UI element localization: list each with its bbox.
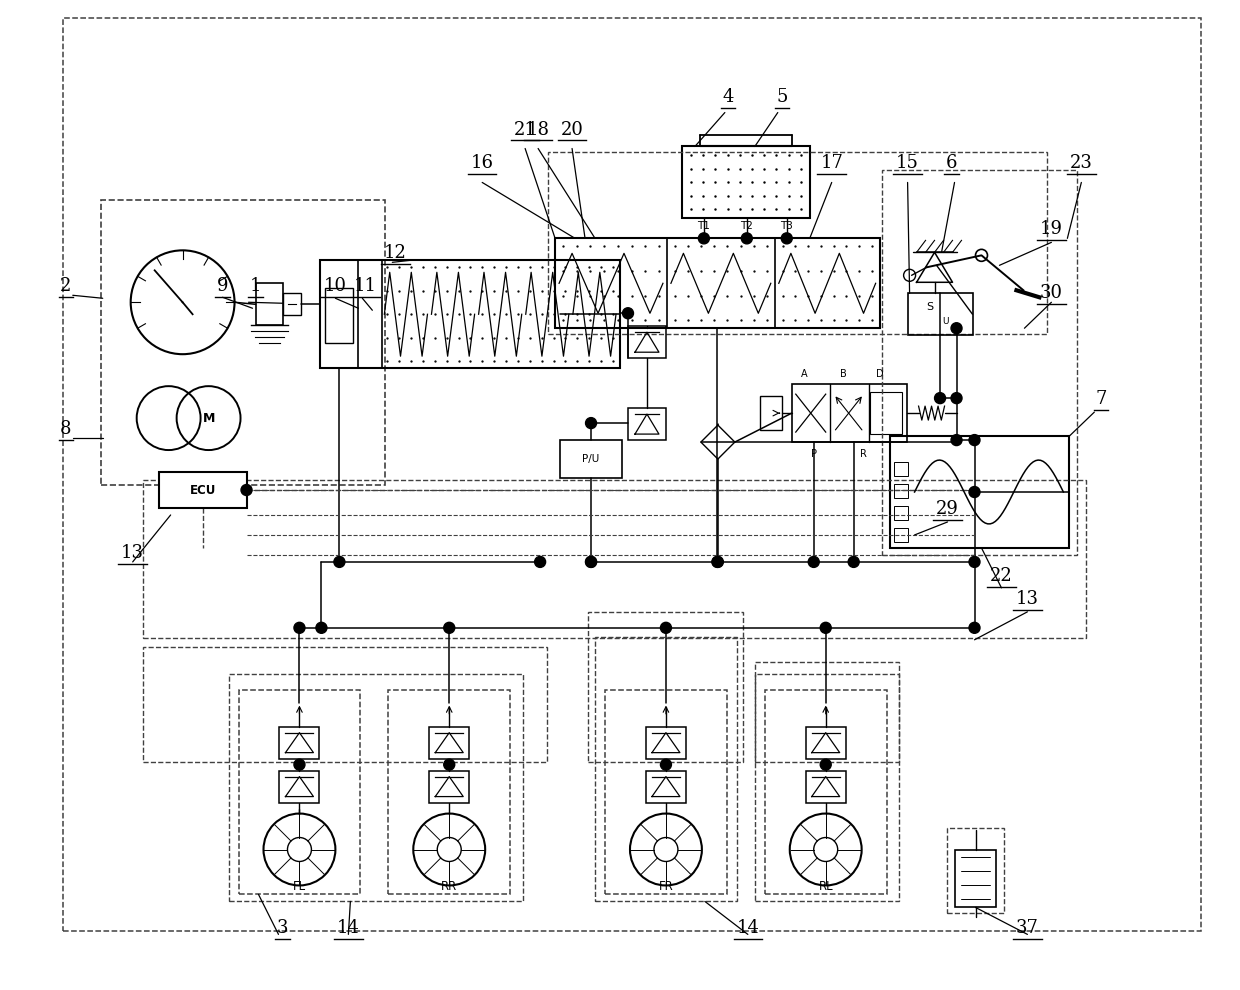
Text: 29: 29 (936, 500, 959, 518)
Text: T3: T3 (780, 222, 794, 232)
Circle shape (968, 556, 980, 567)
Circle shape (820, 623, 831, 634)
Text: 23: 23 (1070, 154, 1092, 172)
Text: RL: RL (818, 880, 833, 893)
Text: 12: 12 (384, 245, 407, 262)
Text: S: S (926, 302, 934, 312)
Circle shape (698, 233, 709, 244)
Circle shape (622, 308, 634, 319)
Polygon shape (159, 472, 247, 508)
Text: 4: 4 (722, 87, 734, 106)
Text: FR: FR (658, 880, 673, 893)
Circle shape (968, 486, 980, 498)
Text: 16: 16 (471, 154, 494, 172)
Circle shape (585, 418, 596, 429)
Text: U: U (942, 317, 949, 326)
Text: 5: 5 (776, 87, 787, 106)
Text: T1: T1 (697, 222, 711, 232)
Circle shape (585, 556, 596, 567)
Text: 14: 14 (337, 920, 360, 938)
Circle shape (316, 623, 327, 634)
Circle shape (534, 556, 546, 567)
Text: 2: 2 (60, 277, 72, 295)
Circle shape (661, 623, 671, 634)
Circle shape (742, 233, 753, 244)
Text: 10: 10 (324, 277, 347, 295)
Circle shape (585, 556, 596, 567)
Text: P: P (811, 449, 817, 459)
Text: 7: 7 (1096, 390, 1107, 408)
Circle shape (712, 556, 723, 567)
Text: 9: 9 (217, 277, 228, 295)
Text: 14: 14 (737, 920, 759, 938)
Text: 30: 30 (1040, 284, 1063, 302)
Circle shape (935, 393, 946, 404)
Text: 22: 22 (990, 567, 1013, 585)
Circle shape (334, 556, 345, 567)
Circle shape (951, 435, 962, 446)
Text: 11: 11 (353, 277, 377, 295)
Text: FL: FL (293, 880, 306, 893)
Circle shape (712, 556, 723, 567)
Circle shape (968, 435, 980, 446)
Text: P/U: P/U (583, 454, 600, 464)
Text: R: R (861, 449, 867, 459)
Text: 18: 18 (527, 121, 549, 139)
Text: RR: RR (441, 880, 458, 893)
Text: 13: 13 (1016, 590, 1039, 608)
Circle shape (968, 623, 980, 634)
Text: 20: 20 (560, 121, 584, 139)
Circle shape (951, 323, 962, 334)
Circle shape (808, 556, 820, 567)
Text: 17: 17 (821, 154, 843, 172)
Text: ECU: ECU (190, 483, 216, 497)
Circle shape (661, 759, 671, 770)
Circle shape (241, 484, 252, 496)
Text: 19: 19 (1040, 221, 1063, 239)
Text: 13: 13 (122, 544, 144, 562)
Text: B: B (841, 369, 847, 379)
Circle shape (951, 393, 962, 404)
Text: 21: 21 (513, 121, 537, 139)
Text: 8: 8 (60, 420, 72, 439)
Text: 1: 1 (249, 277, 262, 295)
Text: T2: T2 (740, 222, 753, 232)
Circle shape (294, 623, 305, 634)
Circle shape (294, 759, 305, 770)
Text: 37: 37 (1016, 920, 1039, 938)
Circle shape (444, 623, 455, 634)
Text: 15: 15 (897, 154, 919, 172)
Circle shape (444, 759, 455, 770)
Text: 6: 6 (946, 154, 957, 172)
Text: D: D (875, 369, 883, 379)
Circle shape (848, 556, 859, 567)
Circle shape (781, 233, 792, 244)
Circle shape (820, 759, 831, 770)
Text: A: A (801, 369, 807, 379)
Text: M: M (202, 412, 215, 425)
Text: 3: 3 (277, 920, 288, 938)
